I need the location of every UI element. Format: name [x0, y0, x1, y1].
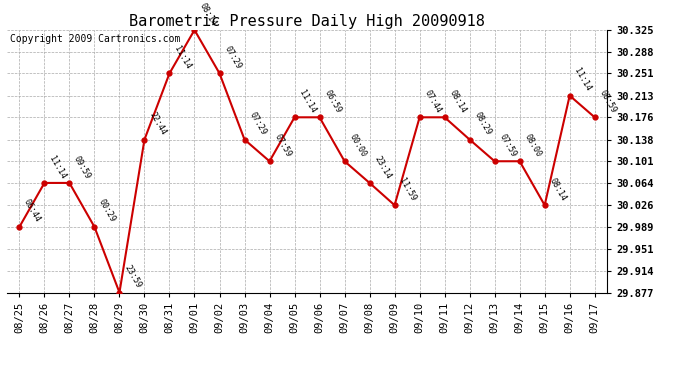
Text: 08:14: 08:14: [547, 176, 568, 203]
Text: 11:59: 11:59: [397, 176, 417, 203]
Text: 11:14: 11:14: [573, 67, 593, 93]
Text: 08:00: 08:00: [522, 132, 543, 159]
Text: 08:14: 08:14: [197, 1, 217, 27]
Text: 22:44: 22:44: [147, 111, 168, 137]
Text: 07:59: 07:59: [273, 132, 293, 159]
Text: 07:29: 07:29: [247, 111, 268, 137]
Title: Barometric Pressure Daily High 20090918: Barometric Pressure Daily High 20090918: [129, 14, 485, 29]
Text: 07:44: 07:44: [422, 88, 443, 114]
Text: 00:00: 00:00: [347, 132, 368, 159]
Text: 11:14: 11:14: [47, 154, 68, 180]
Text: 07:29: 07:29: [222, 44, 243, 70]
Text: 00:29: 00:29: [97, 198, 117, 224]
Text: Copyright 2009 Cartronics.com: Copyright 2009 Cartronics.com: [10, 34, 180, 44]
Text: 06:59: 06:59: [322, 88, 343, 114]
Text: 09:59: 09:59: [72, 154, 92, 180]
Text: 23:59: 23:59: [122, 264, 143, 290]
Text: 08:59: 08:59: [598, 88, 618, 114]
Text: 06:44: 06:44: [22, 198, 43, 224]
Text: 23:14: 23:14: [373, 154, 393, 180]
Text: 11:14: 11:14: [297, 88, 317, 114]
Text: 08:14: 08:14: [447, 88, 468, 114]
Text: 07:59: 07:59: [497, 132, 518, 159]
Text: 11:14: 11:14: [172, 44, 193, 70]
Text: 08:29: 08:29: [473, 111, 493, 137]
